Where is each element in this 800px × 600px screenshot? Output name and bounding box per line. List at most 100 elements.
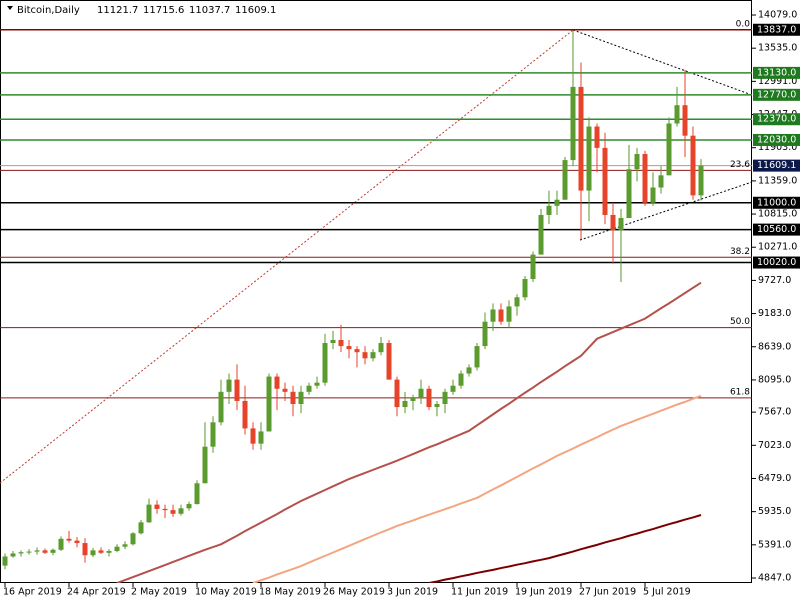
- level-label: 12370.0: [757, 114, 796, 125]
- candle-body: [26, 551, 32, 553]
- candle-body: [546, 205, 552, 215]
- candle-body: [130, 533, 136, 545]
- candle-body: [554, 199, 560, 206]
- x-tick-label: 24 Apr 2019: [67, 587, 126, 598]
- candle-body: [346, 346, 352, 350]
- candle-body: [354, 349, 360, 353]
- candle-body: [514, 297, 520, 307]
- menu-arrow[interactable]: [7, 6, 13, 10]
- level-label-box: [753, 23, 800, 36]
- candle-body: [266, 376, 272, 432]
- candle-body: [450, 385, 456, 392]
- candle-body: [538, 214, 544, 255]
- candle-body: [58, 538, 64, 550]
- candle-body: [682, 105, 688, 136]
- candle-body: [378, 343, 384, 353]
- candle-body: [522, 278, 528, 298]
- x-tick-label: 11 Jun 2019: [451, 587, 508, 598]
- candle-body: [698, 165, 704, 196]
- y-tick-label: 13535.0: [758, 43, 797, 54]
- y-tick-label: 9183.0: [758, 308, 791, 319]
- fib-label: 61.8: [730, 387, 750, 397]
- ohlc-high: 11715.6: [143, 5, 184, 16]
- candle-body: [274, 376, 280, 389]
- y-tick-label: 7567.0: [758, 407, 791, 418]
- level-label-box: [753, 133, 800, 146]
- candle-body: [570, 86, 576, 161]
- candle-body: [410, 397, 416, 401]
- level-label: 10560.0: [757, 224, 796, 235]
- candle-body: [658, 175, 664, 188]
- candle-body: [386, 343, 392, 380]
- candle-body: [242, 400, 248, 429]
- candle-body: [298, 391, 304, 405]
- y-tick-label: 7023.0: [758, 440, 791, 451]
- level-label: 11000.0: [757, 197, 796, 208]
- candle-body: [42, 550, 48, 553]
- x-tick-label: 16 Apr 2019: [3, 587, 62, 598]
- x-tick-label: 2 May 2019: [131, 587, 187, 598]
- candle-body: [234, 379, 240, 401]
- candle-body: [490, 309, 496, 322]
- candle-body: [626, 169, 632, 219]
- x-tick-label: 3 Jun 2019: [387, 587, 438, 598]
- trend-line: [0, 29, 574, 484]
- candle-body: [202, 446, 208, 484]
- candle-body: [178, 508, 184, 514]
- candle-body: [10, 553, 16, 557]
- y-tick-label: 11359.0: [758, 175, 797, 186]
- candle-body: [50, 549, 56, 553]
- y-tick-label: 5935.0: [758, 506, 791, 517]
- candle-body: [370, 352, 376, 359]
- candle-body: [218, 391, 224, 423]
- y-tick-label: 10815.0: [758, 209, 797, 220]
- candle-body: [642, 153, 648, 203]
- candle-body: [170, 510, 176, 514]
- candle-body: [74, 540, 80, 544]
- x-tick-label: 18 May 2019: [259, 587, 321, 598]
- candle-body: [226, 379, 232, 392]
- candle-body: [210, 422, 216, 447]
- x-tick-label: 26 May 2019: [323, 587, 385, 598]
- candle-body: [114, 546, 120, 551]
- candle-body: [578, 86, 584, 191]
- candle-body: [434, 404, 440, 408]
- candle-body: [402, 400, 408, 408]
- candle-body: [690, 135, 696, 196]
- candle-body: [82, 543, 88, 556]
- candle-body: [618, 218, 624, 231]
- current-price-label: 11609.1: [757, 160, 796, 171]
- candle-body: [330, 339, 336, 344]
- chart-title: Bitcoin,Daily: [17, 5, 80, 16]
- candle-body: [418, 388, 424, 398]
- fib-label: 23.6: [730, 160, 750, 170]
- x-tick-label: 19 Jun 2019: [515, 587, 572, 598]
- candle-body: [466, 367, 472, 374]
- x-tick-label: 10 May 2019: [195, 587, 257, 598]
- ohlc-low: 11037.7: [189, 5, 230, 16]
- candle-body: [258, 431, 264, 444]
- level-label-box: [753, 256, 800, 269]
- candle-body: [154, 504, 160, 509]
- fib-label: 38.2: [730, 247, 750, 257]
- candle-body: [666, 123, 672, 176]
- candle-body: [426, 388, 432, 408]
- candle-body: [314, 382, 320, 386]
- candle-body: [106, 550, 112, 553]
- candle-body: [2, 556, 8, 566]
- candle-body: [146, 504, 152, 523]
- candle-body: [122, 544, 128, 547]
- y-tick-label: 14079.0: [758, 10, 797, 21]
- moving-average: [252, 394, 702, 583]
- candle-body: [474, 346, 480, 368]
- candle-body: [586, 126, 592, 191]
- candle-body: [138, 522, 144, 534]
- moving-average: [116, 281, 702, 583]
- candle-body: [186, 504, 192, 509]
- candle-body: [282, 388, 288, 392]
- y-tick-label: 8639.0: [758, 341, 791, 352]
- candle-body: [634, 153, 640, 170]
- candle-body: [338, 339, 344, 347]
- candle-body: [482, 321, 488, 347]
